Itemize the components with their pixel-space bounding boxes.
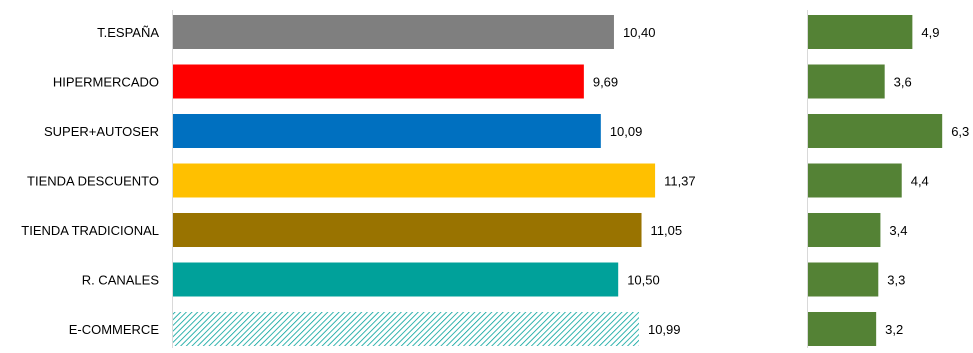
left-chart-data-label: 9,69 [593, 75, 618, 90]
right-chart-bar [808, 114, 943, 148]
left-chart-bar [173, 15, 614, 49]
left-chart-data-label: 10,50 [627, 273, 660, 288]
right-chart: 4,9 3,6 6,3 4,4 3,4 3,3 3,2 [808, 15, 969, 346]
right-chart-data-label: 4,9 [921, 25, 939, 40]
right-chart-bar [808, 163, 902, 198]
left-chart: 10,40 T.ESPAÑA 9,69 HIPERMERCADO 10,09 SUPER+… [21, 15, 696, 346]
right-chart-bar [808, 312, 877, 346]
category-label: R. CANALES [82, 273, 160, 288]
left-chart-bar [173, 114, 601, 148]
left-chart-bar [173, 213, 642, 247]
left-chart-data-label: 11,37 [664, 174, 696, 189]
right-chart-bar [808, 64, 885, 99]
left-chart-data-label: 10,40 [623, 25, 656, 40]
category-label: E-COMMERCE [69, 322, 160, 337]
right-chart-data-label: 4,4 [911, 174, 929, 189]
left-chart-bar [173, 262, 619, 297]
left-chart-data-label: 10,09 [610, 124, 643, 139]
left-chart-bar [173, 163, 656, 198]
right-chart-data-label: 3,4 [889, 223, 907, 238]
left-chart-bar [173, 312, 639, 346]
left-chart-data-label: 11,05 [651, 223, 683, 238]
category-label: TIENDA TRADICIONAL [21, 223, 159, 238]
left-chart-bar [173, 64, 584, 99]
category-label: T.ESPAÑA [97, 25, 159, 40]
category-label: SUPER+AUTOSER [44, 124, 159, 139]
left-chart-data-label: 10,99 [648, 322, 681, 337]
right-chart-bar [808, 213, 881, 247]
right-chart-bar [808, 262, 879, 297]
category-label: TIENDA DESCUENTO [27, 174, 159, 189]
category-label: HIPERMERCADO [53, 75, 159, 90]
right-chart-data-label: 3,3 [887, 273, 905, 288]
right-chart-data-label: 3,2 [885, 322, 903, 337]
right-chart-data-label: 3,6 [894, 75, 912, 90]
right-chart-data-label: 6,3 [951, 124, 969, 139]
right-chart-bar [808, 15, 913, 49]
